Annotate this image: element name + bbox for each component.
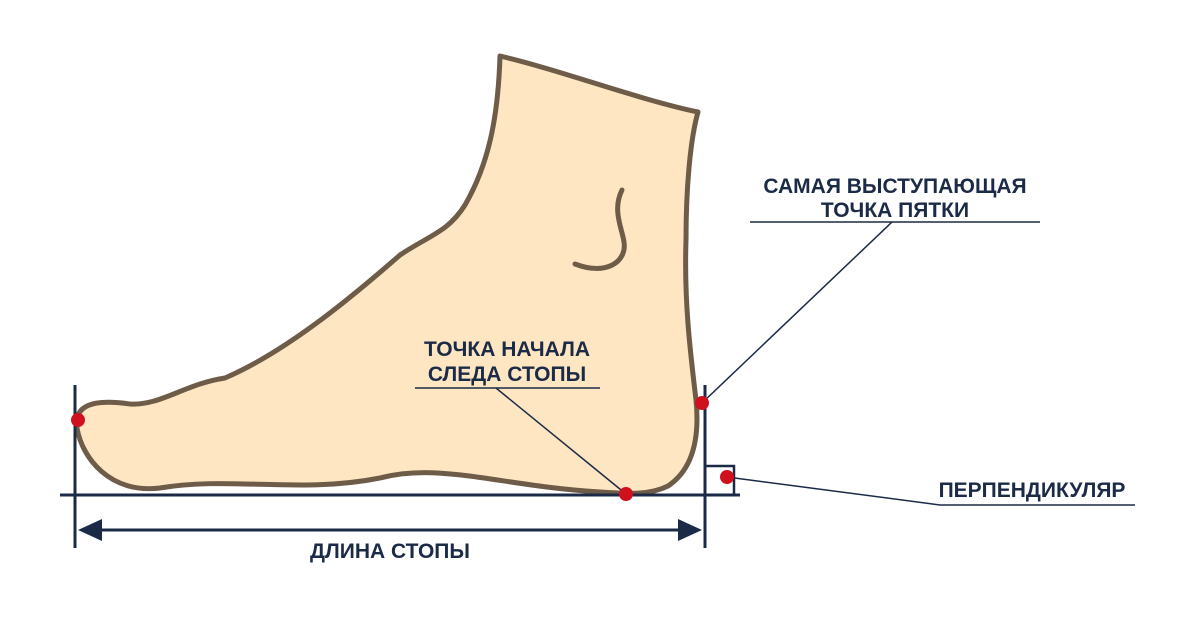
left-arrowhead	[78, 519, 102, 541]
foot-length-label: ДЛИНА СТОПЫ	[310, 540, 470, 563]
foot-shape	[74, 53, 701, 496]
perpendicular-point	[720, 470, 734, 484]
perpendicular-leader-line	[726, 476, 1135, 506]
right-angle-marker	[703, 464, 736, 497]
heel-label-line1: САМАЯ ВЫСТУПАЮЩАЯ	[763, 175, 1026, 198]
start-leader-line	[495, 387, 627, 495]
ankle-curl	[572, 187, 627, 271]
heel-label-line2: ТОЧКА ПЯТКИ	[821, 199, 969, 222]
start-label-line1: ТОЧКА НАЧАЛА	[424, 338, 590, 361]
start-label-line2: СЛЕДА СТОПЫ	[428, 363, 586, 386]
heel-leader-line	[701, 221, 893, 404]
right-arrowhead	[678, 519, 702, 541]
toe-point	[71, 413, 85, 427]
perpendicular-label: ПЕРПЕНДИКУЛЯР	[939, 479, 1126, 502]
heel-point	[695, 396, 709, 410]
footprint-start-point	[619, 487, 633, 501]
